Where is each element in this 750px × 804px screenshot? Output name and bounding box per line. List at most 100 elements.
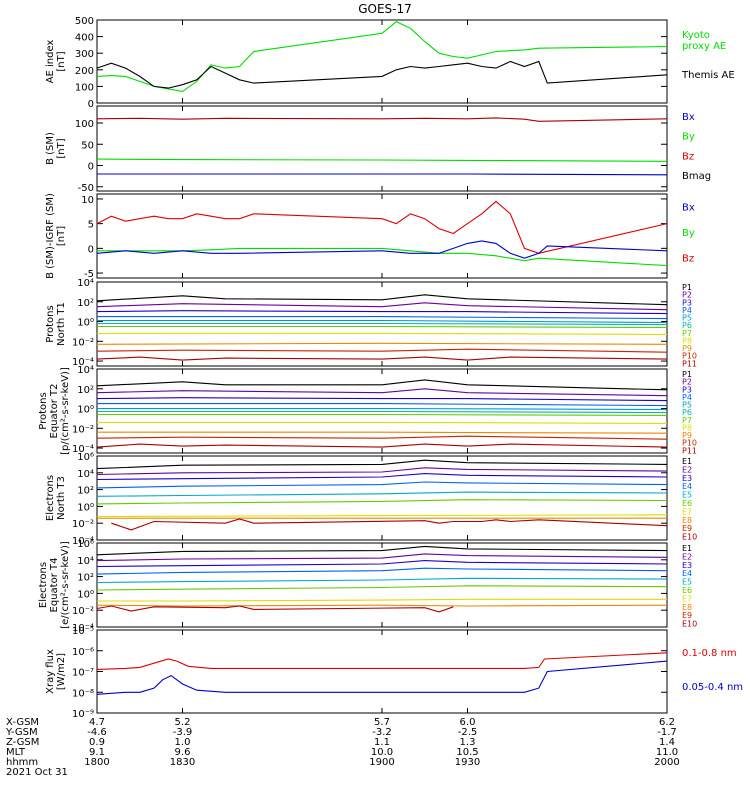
series-line-e9 <box>96 605 454 613</box>
xaxis-row-value: 5.2 <box>175 717 191 728</box>
ytick-label: 10⁰ <box>77 589 94 600</box>
series-line-e3 <box>96 473 668 481</box>
legend-label: By <box>682 132 695 143</box>
series-line-e2 <box>96 553 668 562</box>
xaxis-row-value: 4.7 <box>89 717 105 728</box>
legend-label: E10 <box>682 620 697 629</box>
legend-label: Themis AE <box>681 70 735 81</box>
ylabel-line: [nT] <box>56 138 67 158</box>
legend-label: E6 <box>682 499 692 508</box>
xaxis-row-value: 0.9 <box>89 737 105 748</box>
ytick-label: 5 <box>88 220 94 231</box>
ylabel-line: Electrons <box>38 562 49 608</box>
ytick-label: 10⁻⁸ <box>72 688 94 699</box>
series-line-p3 <box>96 397 668 402</box>
ytick-label: 10⁻² <box>72 606 94 617</box>
ytick-label: 10⁻² <box>72 519 94 530</box>
series-line-p5 <box>97 407 668 411</box>
ytick-label: 10 <box>81 195 94 206</box>
ytick-label: 10⁰ <box>77 318 94 329</box>
xaxis-row-value: 10.5 <box>456 747 478 758</box>
series-line-bx <box>97 173 668 176</box>
legend-label: E4 <box>682 569 692 578</box>
ytick-label: 10⁶ <box>77 539 94 550</box>
ylabel-line: Protons <box>38 392 49 429</box>
series-line-p3 <box>96 310 668 315</box>
xaxis-row-value: 1930 <box>455 757 480 768</box>
legend-label: proxy AE <box>682 41 726 52</box>
ylabel-line: Equator T4 <box>49 558 60 613</box>
xaxis-row-value: 9.1 <box>89 747 105 758</box>
series-line-bz <box>96 117 668 122</box>
ytick-label: 10⁶ <box>77 452 94 463</box>
ylabel-line: B (SM)-IGRF (SM) <box>45 193 56 279</box>
series-line-0-05-0-4-nm <box>96 660 668 695</box>
legend-label: Bz <box>682 151 694 162</box>
legend-label: P11 <box>682 446 697 455</box>
legend-label: P2 <box>682 378 692 387</box>
series-line-e4 <box>96 567 668 575</box>
series-line-e7 <box>97 598 667 602</box>
xaxis-row-label: Z-GSM <box>6 737 39 748</box>
xaxis-row-value: 6.2 <box>659 717 675 728</box>
legend-label: P7 <box>682 329 692 338</box>
legend-label: E3 <box>682 561 692 570</box>
ylabel-line: Protons <box>45 305 56 342</box>
panel-frame-7 <box>96 542 668 628</box>
legend-label: P9 <box>682 431 692 440</box>
legend-label: P9 <box>682 344 692 353</box>
ylabel-line: Equator T2 <box>49 384 60 439</box>
series-line-p6 <box>97 410 668 414</box>
ytick-label: 10⁻⁴ <box>72 444 94 455</box>
legend-label: P2 <box>682 291 692 300</box>
series-line-e1 <box>96 545 668 556</box>
legend-label: Bx <box>682 203 695 214</box>
series-line-p9 <box>96 342 668 345</box>
series-line-e8 <box>96 604 668 607</box>
panel-frame-1 <box>96 19 668 104</box>
xaxis-row-value: -4.6 <box>87 727 107 738</box>
xaxis-row-value: 2000 <box>654 757 679 768</box>
legend-label: Bz <box>682 254 694 265</box>
legend-label: E1 <box>682 457 692 466</box>
series-line-p11 <box>96 356 668 361</box>
ytick-label: 10⁴ <box>77 556 94 567</box>
chart-title: GOES-17 <box>358 2 412 16</box>
series-line-e6 <box>96 499 668 505</box>
ytick-label: 10⁻⁵ <box>72 626 94 637</box>
legend-label: E1 <box>682 544 692 553</box>
series-line-e6 <box>96 585 668 591</box>
series-line-themis-ae <box>96 60 668 89</box>
legend-label: E4 <box>682 482 692 491</box>
ytick-label: -50 <box>78 183 94 194</box>
series-line-p9 <box>97 431 668 434</box>
series-line-e7 <box>96 514 668 518</box>
legend-label: P4 <box>682 393 692 402</box>
series-line-p1 <box>96 379 668 391</box>
xaxis-row-value: 1.4 <box>659 737 675 748</box>
series-line-p4 <box>97 316 668 320</box>
legend-label: P1 <box>682 283 692 292</box>
legend-label: E3 <box>682 474 692 483</box>
series-line-p2 <box>96 388 668 397</box>
ytick-label: 200 <box>75 66 94 77</box>
ytick-label: 10⁰ <box>77 405 94 416</box>
xaxis-row-value: -3.9 <box>173 727 193 738</box>
xaxis-row-label: MLT <box>6 747 26 758</box>
ytick-label: 400 <box>75 33 94 44</box>
ylabel-line: North T3 <box>56 476 67 520</box>
ytick-label: 10⁻⁹ <box>72 709 94 720</box>
series-line-by <box>96 158 668 162</box>
series-line-p6 <box>97 322 668 326</box>
ytick-label: 50 <box>81 140 94 151</box>
series-line-p10 <box>96 435 668 440</box>
ytick-label: 10⁻⁶ <box>72 647 94 658</box>
ytick-label: 10² <box>77 298 94 309</box>
ytick-label: 10² <box>77 573 94 584</box>
ytick-label: -5 <box>84 269 94 280</box>
xaxis-row-value: 9.6 <box>175 747 191 758</box>
legend-label: P10 <box>682 439 697 448</box>
xaxis-row-value: -1.7 <box>657 727 677 738</box>
legend-label: P11 <box>682 359 697 368</box>
ylabel-line: [nT] <box>56 51 67 71</box>
